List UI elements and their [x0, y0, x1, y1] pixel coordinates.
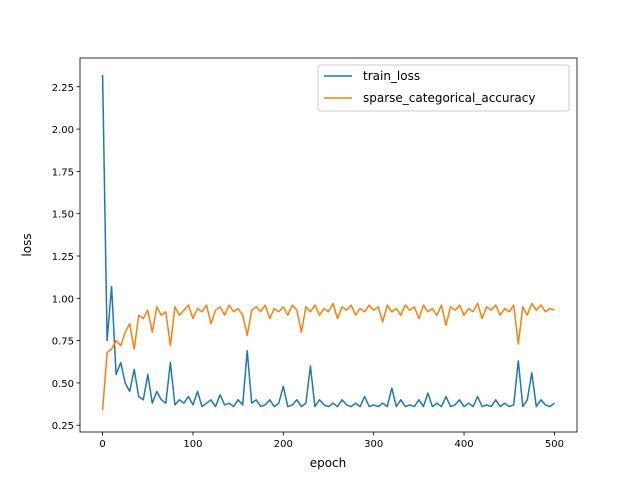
legend-box [317, 64, 570, 112]
x-tick-label: 100 [183, 439, 202, 450]
axes-frame [79, 57, 578, 433]
y-tick-label: 1.25 [52, 252, 74, 263]
ticks-layer: 0 100 200 300 400 500 0.25 0.50 0.75 1.00 1.25 1.50… [52, 83, 564, 450]
legend-label-accuracy: sparse_categorical_accuracy [363, 91, 535, 105]
x-tick-label: 200 [274, 439, 293, 450]
series-line-train-loss [101, 74, 555, 408]
y-tick-label: 2.25 [52, 83, 74, 94]
y-tick-label: 0.50 [52, 379, 74, 390]
y-tick-label: 1.00 [52, 294, 74, 305]
y-tick-label: 2.00 [52, 125, 74, 136]
series-layer [101, 74, 555, 411]
y-tick-label: 0.75 [52, 337, 74, 348]
x-tick-label: 300 [364, 439, 383, 450]
y-tick-label: 1.75 [52, 167, 74, 178]
legend-label-train-loss: train_loss [363, 69, 420, 83]
x-axis-label: epoch [310, 456, 347, 470]
x-tick-label: 0 [99, 439, 105, 450]
legend: train_loss sparse_categorical_accuracy [317, 64, 570, 112]
x-tick-label: 500 [545, 439, 564, 450]
x-tick-label: 400 [454, 439, 473, 450]
y-axis-label: loss [20, 233, 34, 256]
series-line-sparse-categorical-accuracy [101, 302, 555, 411]
y-tick-label: 1.50 [52, 210, 74, 221]
y-tick-label: 0.25 [52, 421, 74, 432]
